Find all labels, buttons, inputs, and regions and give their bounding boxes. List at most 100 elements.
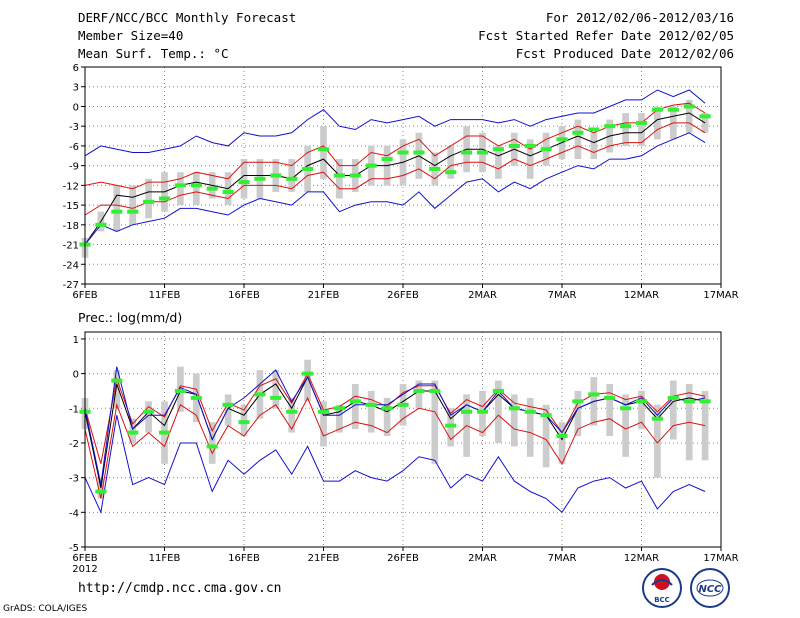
ensemble-box (669, 380, 677, 440)
observed-marker (651, 416, 663, 421)
ensemble-box (113, 185, 121, 232)
observed-marker (572, 399, 584, 404)
observed-marker (111, 209, 123, 214)
x-tick-label: 12MAR (624, 290, 659, 300)
x-tick-label: 26FEB (387, 290, 419, 300)
x-tick-label: 7MAR (548, 290, 577, 300)
observed-marker (508, 143, 520, 148)
y-tick-label: 3 (73, 83, 79, 94)
observed-marker (588, 127, 600, 132)
x-tick-label: 16FEB (228, 290, 260, 300)
ensemble-box (113, 370, 121, 409)
y-tick-label: 1 (73, 335, 79, 346)
forecast-period-label: For 2012/02/06-2012/03/16 (545, 10, 734, 25)
observed-marker (461, 409, 473, 414)
observed-marker (604, 124, 616, 129)
ensemble-box (685, 99, 693, 133)
observed-marker (381, 157, 393, 162)
observed-marker (476, 409, 489, 414)
ensemble-box (526, 139, 534, 179)
logos: BCC NCC (642, 568, 730, 608)
observed-marker (699, 114, 711, 119)
ensemble-box (145, 178, 152, 219)
precip-title: Prec.: log(mm/d) (78, 310, 182, 325)
ensemble-box (320, 401, 327, 447)
observed-marker (492, 388, 504, 393)
observed-marker (254, 392, 266, 397)
observed-marker (286, 409, 298, 414)
x-tick-label: 16FEB (228, 553, 260, 564)
ensemble-box (288, 397, 296, 433)
x-tick-label: 6FEB (72, 553, 97, 564)
observed-marker (413, 150, 425, 155)
ensemble-box (654, 106, 661, 140)
observed-marker (365, 402, 377, 407)
observed-marker (667, 395, 679, 400)
x-tick-label: 2MAR (468, 553, 497, 564)
series-line-upper (84, 102, 706, 190)
observed-marker (635, 120, 648, 125)
observed-marker (540, 147, 552, 152)
observed-marker (524, 409, 536, 414)
member-size-label: Member Size=40 (78, 28, 184, 43)
ensemble-box (383, 397, 391, 437)
x-tick-label: 17MAR (703, 553, 738, 564)
ensemble-box (192, 172, 200, 206)
bcc-logo-text: BCC (654, 596, 670, 604)
observed-marker (429, 166, 441, 171)
ensemble-box (542, 404, 550, 468)
ensemble-box (272, 370, 280, 409)
x-tick-label: 21FEB (308, 553, 340, 564)
ensemble-box (177, 172, 184, 206)
x-tick-label: 26FEB (387, 553, 419, 564)
observed-marker (333, 406, 345, 411)
ensemble-box (224, 394, 232, 426)
observed-marker (222, 189, 234, 194)
observed-marker (635, 399, 648, 404)
chart-title: DERF/NCC/BCC Monthly Forecast (78, 10, 297, 25)
observed-marker (190, 395, 202, 400)
observed-marker (683, 399, 695, 404)
observed-marker (683, 104, 695, 109)
observed-marker (206, 444, 218, 449)
y-tick-label: 0 (73, 370, 79, 381)
ensemble-box (701, 390, 709, 461)
observed-marker (158, 430, 171, 435)
ensemble-box (495, 145, 502, 179)
y-tick-label: -27 (63, 280, 79, 291)
x-tick-label: 21FEB (308, 290, 340, 300)
observed-marker (524, 143, 536, 148)
observed-marker (540, 413, 552, 418)
observed-marker (111, 378, 123, 383)
x-tick-label: 11FEB (149, 553, 181, 564)
ensemble-box (606, 384, 614, 437)
observed-marker (620, 406, 632, 411)
observed-marker (651, 107, 663, 112)
observed-marker (333, 173, 345, 178)
observed-marker (349, 173, 361, 178)
observed-marker (143, 199, 155, 204)
x-year-label: 2012 (72, 564, 97, 575)
ensemble-box (574, 119, 582, 160)
ensemble-box (622, 394, 629, 457)
ensemble-box (526, 397, 534, 457)
ensemble-box (622, 113, 629, 146)
observed-marker (158, 196, 171, 201)
y-tick-label: -12 (63, 181, 79, 192)
observed-marker (95, 222, 107, 227)
ensemble-box (129, 185, 137, 225)
ensemble-box (510, 394, 518, 447)
series-line-mean (84, 112, 706, 245)
observed-marker (238, 420, 250, 425)
observed-marker (95, 489, 107, 494)
ensemble-box (415, 380, 423, 409)
forecast-produced-label: Fcst Produced Date 2012/02/06 (515, 46, 734, 61)
observed-marker (461, 150, 473, 155)
observed-marker (397, 402, 409, 407)
ensemble-box (558, 422, 566, 464)
ensemble-box (351, 384, 359, 430)
ensemble-box (590, 132, 598, 160)
observed-marker (302, 371, 314, 376)
ensemble-box (145, 401, 152, 433)
